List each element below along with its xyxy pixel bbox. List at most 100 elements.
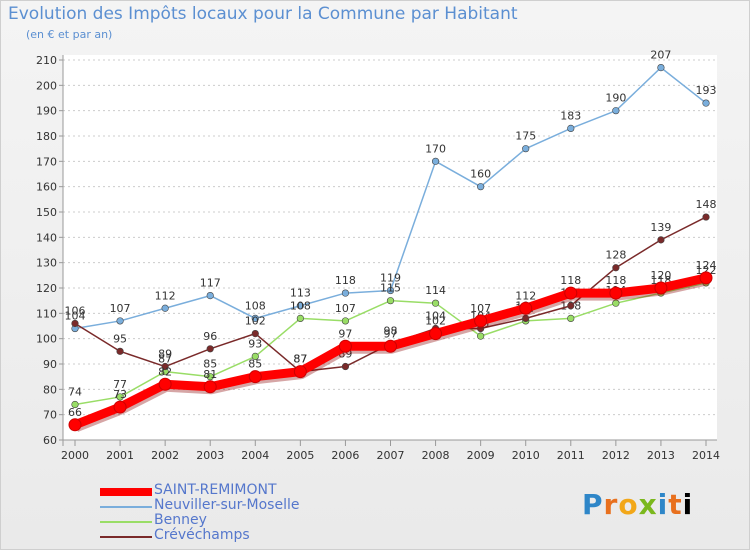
data-label: 85: [203, 358, 217, 371]
data-label: 175: [515, 130, 536, 143]
legend-item-saint-remimont: SAINT-REMIMONT: [100, 482, 360, 499]
y-tick-label: 60: [43, 434, 57, 447]
data-point: [206, 345, 214, 353]
x-tick-label: 2008: [422, 449, 450, 462]
data-label: 106: [65, 304, 86, 317]
data-label: 95: [113, 332, 127, 345]
proxiti-logo: Proxiti: [582, 488, 694, 521]
data-point: [477, 183, 485, 191]
data-point: [429, 327, 443, 341]
data-point: [612, 107, 620, 115]
legend-item-crevechamps: Crévéchamps: [100, 527, 360, 544]
data-point: [522, 145, 530, 153]
data-point: [341, 289, 350, 297]
data-label: 139: [650, 221, 671, 234]
data-point: [522, 314, 530, 323]
data-point: [567, 314, 575, 323]
data-label: 193: [696, 84, 717, 97]
data-point: [251, 352, 259, 361]
data-label: 66: [68, 406, 82, 419]
legend: SAINT-REMIMONT Neuviller-sur-Moselle Ben…: [100, 482, 360, 544]
data-point: [338, 339, 352, 353]
plot-area: [63, 55, 717, 440]
data-label: 107: [335, 302, 356, 315]
data-label: 98: [384, 325, 398, 338]
data-label: 114: [425, 284, 446, 297]
data-point: [567, 124, 575, 132]
data-label: 104: [65, 310, 86, 323]
data-label: 108: [245, 299, 266, 312]
legend-label: Neuviller-sur-Moselle: [154, 497, 300, 513]
x-tick-label: 2004: [241, 449, 269, 462]
data-point: [386, 286, 395, 295]
data-point: [206, 373, 214, 381]
data-label: 148: [696, 198, 717, 211]
y-tick-label: 80: [43, 383, 57, 396]
data-point: [158, 377, 172, 391]
x-tick-label: 2011: [557, 449, 585, 462]
data-point: [113, 400, 127, 414]
y-tick-label: 210: [36, 54, 57, 67]
data-point: [609, 286, 623, 300]
data-label: 104: [425, 310, 446, 323]
x-tick-label: 2000: [61, 449, 89, 462]
x-tick-label: 2003: [196, 449, 224, 462]
data-label: 107: [110, 302, 131, 315]
data-point: [68, 418, 82, 432]
data-point: [71, 400, 79, 409]
y-tick-label: 180: [36, 130, 57, 143]
data-point: [431, 299, 440, 307]
data-point: [477, 332, 485, 340]
legend-item-benney: Benney: [100, 512, 360, 529]
data-label: 112: [155, 289, 176, 302]
data-label: 190: [605, 92, 626, 105]
x-tick-label: 2005: [286, 449, 314, 462]
data-label: 124: [696, 259, 717, 272]
y-tick-label: 90: [43, 358, 57, 371]
data-point: [657, 236, 665, 244]
data-point: [702, 99, 710, 107]
data-point: [567, 302, 575, 310]
data-label: 120: [650, 269, 671, 282]
data-label: 119: [380, 272, 401, 285]
y-tick-label: 120: [36, 282, 57, 295]
data-label: 118: [605, 274, 626, 287]
legend-swatch: [100, 506, 152, 508]
legend-swatch: [100, 521, 152, 523]
data-label: 102: [425, 315, 446, 328]
data-point: [612, 264, 620, 272]
x-tick-label: 2010: [512, 449, 540, 462]
legend-label: Crévéchamps: [154, 527, 250, 543]
data-label: 93: [248, 337, 262, 350]
x-tick-label: 2012: [602, 449, 630, 462]
data-label: 77: [113, 378, 127, 391]
data-point: [203, 380, 217, 394]
data-label: 82: [158, 365, 172, 378]
data-point: [384, 339, 397, 353]
data-label: 81: [203, 368, 217, 381]
data-point: [699, 271, 713, 285]
y-tick-label: 170: [36, 155, 57, 168]
data-point: [702, 213, 710, 221]
x-tick-label: 2013: [647, 449, 675, 462]
data-point: [251, 314, 259, 323]
data-point: [386, 297, 395, 305]
data-label: 115: [380, 282, 401, 295]
data-label: 85: [248, 358, 262, 371]
data-point: [657, 63, 665, 72]
y-tick-label: 190: [36, 105, 57, 118]
x-tick-label: 2007: [377, 449, 405, 462]
y-tick-label: 140: [36, 231, 57, 244]
data-label: 128: [605, 249, 626, 262]
x-tick-label: 2014: [692, 449, 720, 462]
data-label: 118: [560, 274, 581, 287]
legend-label: Benney: [154, 512, 207, 528]
data-label: 160: [470, 168, 491, 181]
legend-item-neuviller: Neuviller-sur-Moselle: [100, 497, 360, 514]
data-label: 74: [68, 386, 82, 399]
data-point: [251, 330, 259, 338]
data-point: [474, 314, 488, 328]
data-label: 73: [113, 388, 127, 401]
data-label: 96: [203, 330, 217, 343]
